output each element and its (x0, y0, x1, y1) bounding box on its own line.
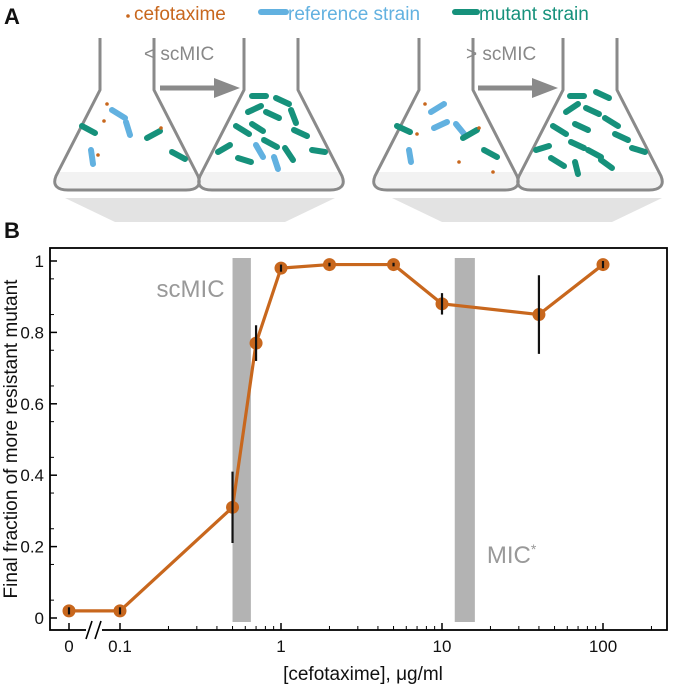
y-tick-label-5: 1 (35, 252, 44, 271)
band-mic (454, 258, 475, 622)
legend-cefotaxime-marker (126, 14, 130, 18)
x-tick-label-3: 10 (433, 637, 452, 656)
flask-3 (372, 38, 520, 192)
series-line-0 (69, 262, 604, 613)
flask-4 (516, 38, 664, 192)
label-above-scmic: > scMIC (466, 44, 536, 65)
y-tick-label-3: 0.6 (20, 395, 44, 414)
flask-2 (197, 38, 345, 192)
axis-break (85, 620, 102, 640)
y-axis: 0 0.2 0.4 0.6 0.8 1 (20, 252, 57, 628)
x-tick-label-0: 0 (64, 637, 73, 656)
arrow-below-scmic: < scMIC (144, 44, 240, 98)
series-layer (62, 258, 610, 618)
axis-break-slash-2 (94, 620, 102, 640)
label-below-scmic: < scMIC (144, 44, 214, 65)
band-label-scmic: scMIC (157, 276, 225, 303)
arrow-above-scmic: > scMIC (466, 44, 558, 98)
y-tick-label-1: 0.2 (20, 538, 44, 557)
x-axis: 0 0.1 1 10 100 (64, 623, 652, 656)
band-label-mic: MIC* (487, 541, 537, 569)
y-tick-label-4: 0.8 (20, 323, 44, 342)
legend-mutant-strain: mutant strain (479, 4, 589, 25)
x-axis-title: [cefotaxime], μg/ml (283, 664, 443, 685)
y-tick-label-2: 0.4 (20, 466, 44, 485)
x-tick-label-1: 0.1 (108, 637, 132, 656)
y-tick-label-0: 0 (35, 609, 44, 628)
plot-frame (49, 247, 668, 631)
shadow-right (392, 198, 662, 222)
axis-break-slash-1 (85, 620, 93, 640)
x-tick-label-2: 1 (276, 637, 285, 656)
x-tick-label-4: 100 (589, 637, 617, 656)
panel-a-label: A (4, 4, 20, 29)
shadow-left (65, 198, 335, 222)
legend-cefotaxime: cefotaxime (134, 4, 226, 25)
legend-reference-strain: reference strain (288, 4, 420, 25)
panel-b-label: B (4, 218, 20, 243)
bands: scMIC MIC* (157, 258, 537, 622)
y-axis-title: Final fraction of more resistant mutant (1, 279, 22, 599)
legend: cefotaxime reference strain mutant strai… (126, 4, 589, 25)
chart: scMIC MIC* 0 0.1 1 10 100 0 0.2 0.4 0.6 0.8 1 [cef… (1, 247, 668, 685)
